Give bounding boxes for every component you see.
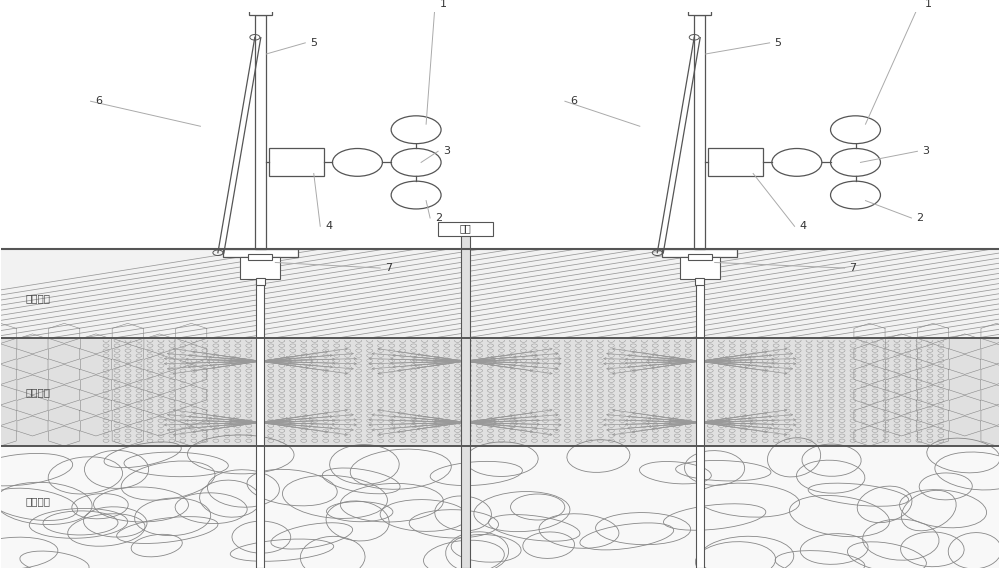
Bar — [1, 249, 999, 337]
Bar — [708, 149, 763, 176]
Text: 4: 4 — [325, 221, 332, 232]
Text: 6: 6 — [96, 96, 103, 106]
Bar — [249, 9, 272, 15]
Bar — [680, 257, 720, 279]
Bar — [461, 234, 470, 568]
Text: 下覆岩层: 下覆岩层 — [26, 497, 51, 506]
Text: 7: 7 — [850, 263, 857, 273]
Bar — [248, 254, 272, 259]
Bar — [255, 15, 266, 249]
Text: 油井: 油井 — [459, 222, 471, 233]
Text: 7: 7 — [385, 263, 392, 273]
Bar — [694, 15, 705, 249]
Bar — [1, 446, 999, 568]
Bar — [256, 257, 264, 568]
Bar — [240, 257, 280, 279]
Bar — [1, 337, 999, 446]
Bar — [688, 254, 712, 259]
Text: 4: 4 — [800, 221, 807, 232]
Text: 3: 3 — [443, 146, 450, 156]
Bar — [223, 249, 298, 257]
Bar — [438, 222, 493, 236]
Bar — [695, 278, 704, 284]
Bar — [662, 249, 737, 257]
Text: 3: 3 — [922, 146, 929, 156]
Bar — [269, 149, 324, 176]
Text: 6: 6 — [570, 96, 577, 106]
Text: 1: 1 — [924, 0, 931, 9]
Text: 油頁岩层: 油頁岩层 — [26, 387, 51, 397]
Text: 上覆岩层: 上覆岩层 — [26, 294, 51, 304]
Bar — [688, 9, 711, 15]
Text: 2: 2 — [435, 213, 442, 223]
Text: 1: 1 — [440, 0, 447, 9]
Bar — [696, 257, 704, 568]
Text: 2: 2 — [916, 213, 924, 223]
Text: 5: 5 — [310, 38, 317, 48]
Bar — [256, 278, 265, 284]
Text: 5: 5 — [775, 38, 782, 48]
